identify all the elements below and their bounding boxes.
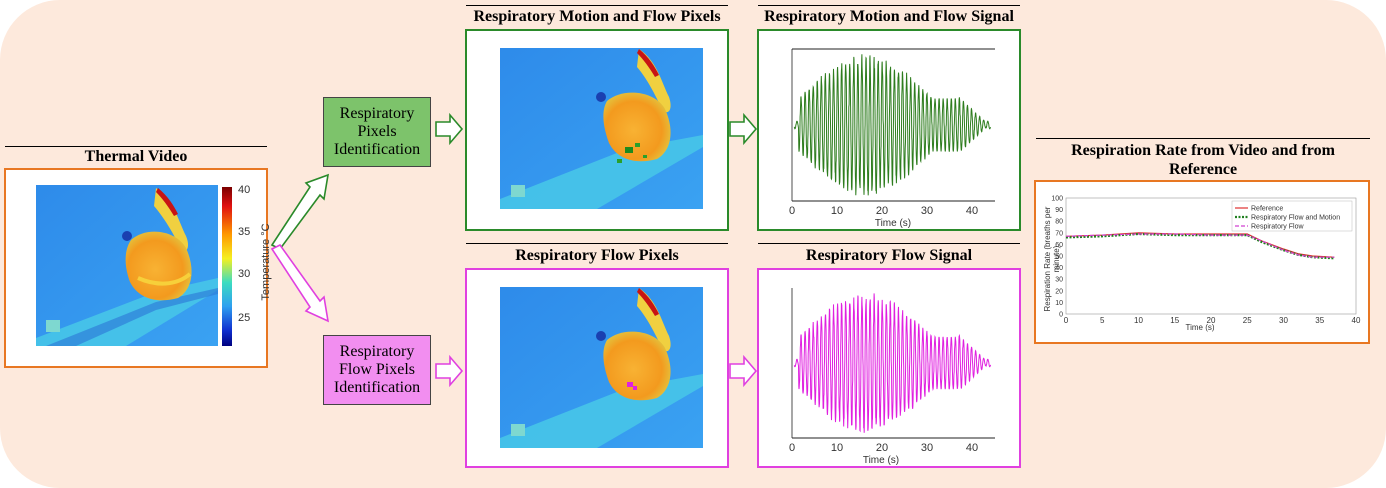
sig2-xtick-40: 40: [965, 442, 979, 454]
rate-xtick-30: 30: [1279, 316, 1288, 325]
motion-pixels-title-rule: [466, 5, 728, 6]
sig1-xtick-30: 30: [920, 205, 934, 217]
motion-flow-pixels-image: [500, 48, 703, 209]
rate-xtick-20: 20: [1207, 316, 1216, 325]
colorbar-tick-25: 25: [238, 312, 251, 324]
flow-pixels-title: Respiratory Flow Pixels: [515, 247, 679, 264]
rate-xtick-35: 35: [1315, 316, 1324, 325]
flow-signal-plot: [791, 288, 995, 439]
legend-label-0: Reference: [1251, 206, 1283, 213]
sig2-xtick-20: 20: [875, 442, 889, 454]
rate-xtick-0: 0: [1064, 316, 1069, 325]
flow-signal-title-rule: [758, 243, 1020, 244]
motion-id-line-3: Identification: [333, 141, 421, 158]
sig1-xtick-40: 40: [965, 205, 979, 217]
motion-id-line-1: Respiratory: [339, 105, 415, 122]
flow-signal-frame: 0 10 20 30 40 Time (s): [757, 268, 1021, 468]
rate-legend-box: [1231, 200, 1353, 232]
sig1-xtick-20: 20: [875, 205, 889, 217]
sig2-xtick-0: 0: [788, 442, 796, 454]
rate-ylabel: Respiration Rate (breaths per minute): [1043, 206, 1061, 312]
magenta-diagonal-arrow: [270, 243, 330, 323]
rate-title-rule: [1036, 138, 1370, 139]
rate-series-0: [1065, 232, 1335, 258]
motion-signal-title-rule: [758, 5, 1020, 6]
sig2-xtick-30: 30: [920, 442, 934, 454]
sig1-xlabel: Time (s): [874, 218, 912, 229]
rate-series-1: [1065, 232, 1335, 260]
rate-series-2: [1065, 233, 1335, 258]
thermal-video-title-rule: [5, 146, 267, 147]
rate-xtick-15: 15: [1170, 316, 1179, 325]
rate-chart-frame: 0 5 10 15 20 25 30 35 40 0 10 20 30 40 50 60 70 80 90 100 Re…: [1034, 180, 1370, 344]
rate-ytick-0: 0: [1059, 312, 1063, 319]
respiratory-pixels-identification-box: Respiratory Pixels Identification: [323, 97, 431, 167]
colorbar-tick-40: 40: [238, 184, 251, 196]
green-diagonal-arrow: [270, 173, 330, 251]
rate-xtick-10: 10: [1134, 316, 1143, 325]
rate-ytick-90: 90: [1055, 207, 1063, 214]
motion-flow-signal-title: Respiratory Motion and Flow Signal: [764, 8, 1014, 25]
colorbar-tick-35: 35: [238, 226, 251, 238]
rate-xtick-40: 40: [1352, 316, 1361, 325]
flow-pixels-frame: [465, 268, 729, 468]
rate-ytick-40: 40: [1055, 265, 1063, 272]
flow-signal-title: Respiratory Flow Signal: [805, 247, 973, 264]
sig1-xtick-10: 10: [830, 205, 844, 217]
sig1-xtick-0: 0: [788, 205, 796, 217]
motion-flow-pixels-frame: [465, 29, 729, 231]
rate-chart-plot: 0 5 10 15 20 25 30 35 40 0 10 20 30 40 50 60 70 80 90 100 Re…: [1051, 196, 1361, 326]
split-arrows: [270, 173, 330, 323]
rate-xlabel: Time (s): [1185, 323, 1215, 332]
motion-flow-signal-frame: 0 10 20 30 40 Time (s): [757, 29, 1021, 231]
rate-ytick-50: 50: [1055, 254, 1063, 261]
rate-chart-title: Respiration Rate from Video and from Ref…: [1071, 142, 1335, 178]
motion-id-line-2: Pixels: [357, 123, 397, 140]
legend-label-1: Respiratory Flow and Motion: [1251, 215, 1340, 222]
motion-flow-signal-plot: [791, 48, 995, 202]
sig2-xlabel: Time (s): [862, 455, 900, 466]
flow-id-line-3: Identification: [333, 379, 421, 396]
rate-xtick-5: 5: [1100, 316, 1105, 325]
magenta-arrow-1: [435, 354, 464, 388]
rate-ytick-80: 80: [1055, 219, 1063, 226]
signal-trace: [793, 293, 991, 433]
rate-xtick-25: 25: [1243, 316, 1252, 325]
thermal-video-title: Thermal Video: [84, 148, 188, 165]
colorbar-tick-30: 30: [238, 268, 251, 280]
flow-id-line-1: Respiratory: [339, 343, 415, 360]
flow-id-line-2: Flow Pixels: [338, 361, 415, 378]
rate-ytick-100: 100: [1051, 196, 1063, 203]
legend-label-2: Respiratory Flow: [1251, 224, 1304, 231]
rate-ytick-30: 30: [1055, 277, 1063, 284]
respiratory-flow-pixels-identification-box: Respiratory Flow Pixels Identification: [323, 335, 431, 405]
signal-trace: [793, 54, 991, 196]
green-arrow-1: [435, 112, 464, 146]
rate-ytick-10: 10: [1055, 300, 1063, 307]
motion-flow-pixels-title: Respiratory Motion and Flow Pixels: [473, 8, 721, 25]
rate-ytick-60: 60: [1055, 242, 1063, 249]
thermal-video-image: [36, 185, 232, 346]
flow-pixels-title-rule: [466, 243, 728, 244]
green-arrow-2: [729, 112, 758, 146]
flow-pixels-image: [500, 287, 703, 448]
magenta-arrow-2: [729, 354, 758, 388]
rate-ytick-20: 20: [1055, 288, 1063, 295]
thermal-video-frame: 40 35 30 25 Temperature °C: [4, 168, 272, 368]
sig2-xtick-10: 10: [830, 442, 844, 454]
plot-area: [1065, 197, 1357, 315]
rate-ytick-70: 70: [1055, 230, 1063, 237]
